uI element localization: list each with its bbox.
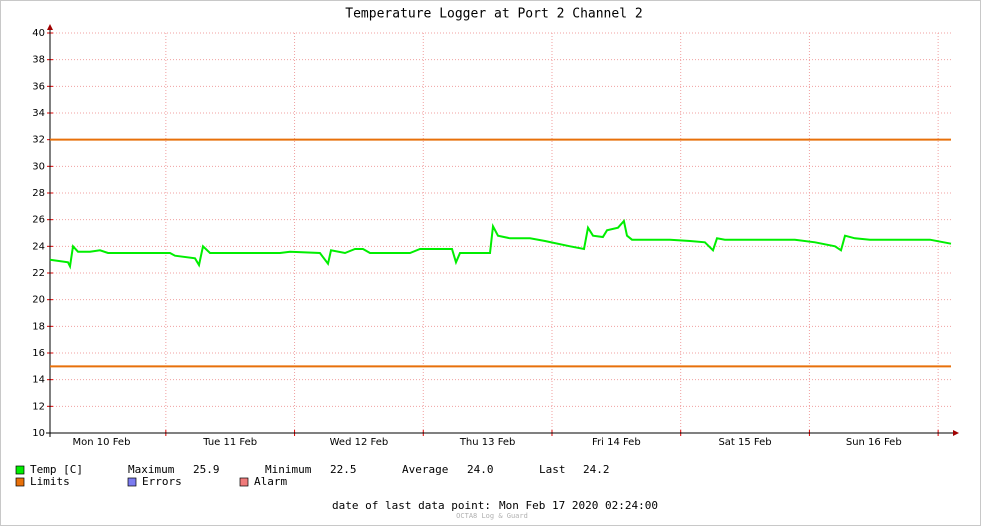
- x-tick-label: Tue 11 Feb: [202, 437, 257, 448]
- y-tick-label: 36: [32, 81, 45, 92]
- y-tick-label: 22: [32, 268, 45, 279]
- stat-name: Average: [402, 463, 448, 476]
- y-tick-label: 24: [32, 241, 45, 252]
- legend-swatch: [15, 465, 25, 475]
- x-tick-label: Thu 13 Feb: [459, 437, 516, 448]
- y-tick-label: 28: [32, 188, 45, 199]
- y-axis-arrow: [47, 24, 53, 30]
- y-tick-label: 12: [32, 401, 45, 412]
- legend-label: Temp [C]: [30, 463, 83, 476]
- stat-value: 24.2: [583, 463, 610, 476]
- legend-label: Errors: [142, 475, 182, 488]
- legend-label: Alarm: [254, 475, 287, 488]
- x-tick-label: Sun 16 Feb: [846, 437, 902, 448]
- x-tick-label: Fri 14 Feb: [592, 437, 641, 448]
- y-tick-label: 16: [32, 348, 45, 359]
- legend-swatch: [15, 477, 25, 487]
- y-tick-label: 10: [32, 428, 45, 439]
- stat-name: Maximum: [128, 463, 175, 476]
- watermark: OCTA8 Log & Guard: [456, 512, 528, 520]
- stat-value: 22.5: [330, 463, 357, 476]
- legend-swatch: [127, 477, 137, 487]
- x-tick-label: Sat 15 Feb: [718, 437, 771, 448]
- y-tick-label: 32: [32, 135, 45, 146]
- x-tick-label: Mon 10 Feb: [73, 437, 131, 448]
- y-tick-label: 20: [32, 295, 45, 306]
- plot-area: [50, 33, 951, 433]
- stat-name: Minimum: [265, 463, 312, 476]
- y-tick-label: 30: [32, 161, 45, 172]
- x-axis-arrow: [953, 430, 959, 436]
- chart-title: Temperature Logger at Port 2 Channel 2: [345, 7, 642, 22]
- y-tick-label: 14: [32, 375, 45, 386]
- legend-label: Limits: [30, 475, 70, 488]
- stat-value: 24.0: [467, 463, 494, 476]
- y-tick-label: 34: [32, 108, 45, 119]
- x-tick-label: Wed 12 Feb: [330, 437, 389, 448]
- y-tick-label: 38: [32, 55, 45, 66]
- y-tick-label: 18: [32, 321, 45, 332]
- stat-value: 25.9: [193, 463, 220, 476]
- stat-name: Last: [539, 463, 566, 476]
- y-tick-label: 40: [32, 28, 45, 39]
- legend-swatch: [239, 477, 249, 487]
- footer-value: Mon Feb 17 2020 02:24:00: [499, 499, 658, 512]
- y-tick-label: 26: [32, 215, 45, 226]
- footer-label: date of last data point:: [332, 499, 491, 512]
- data-line: [49, 218, 952, 270]
